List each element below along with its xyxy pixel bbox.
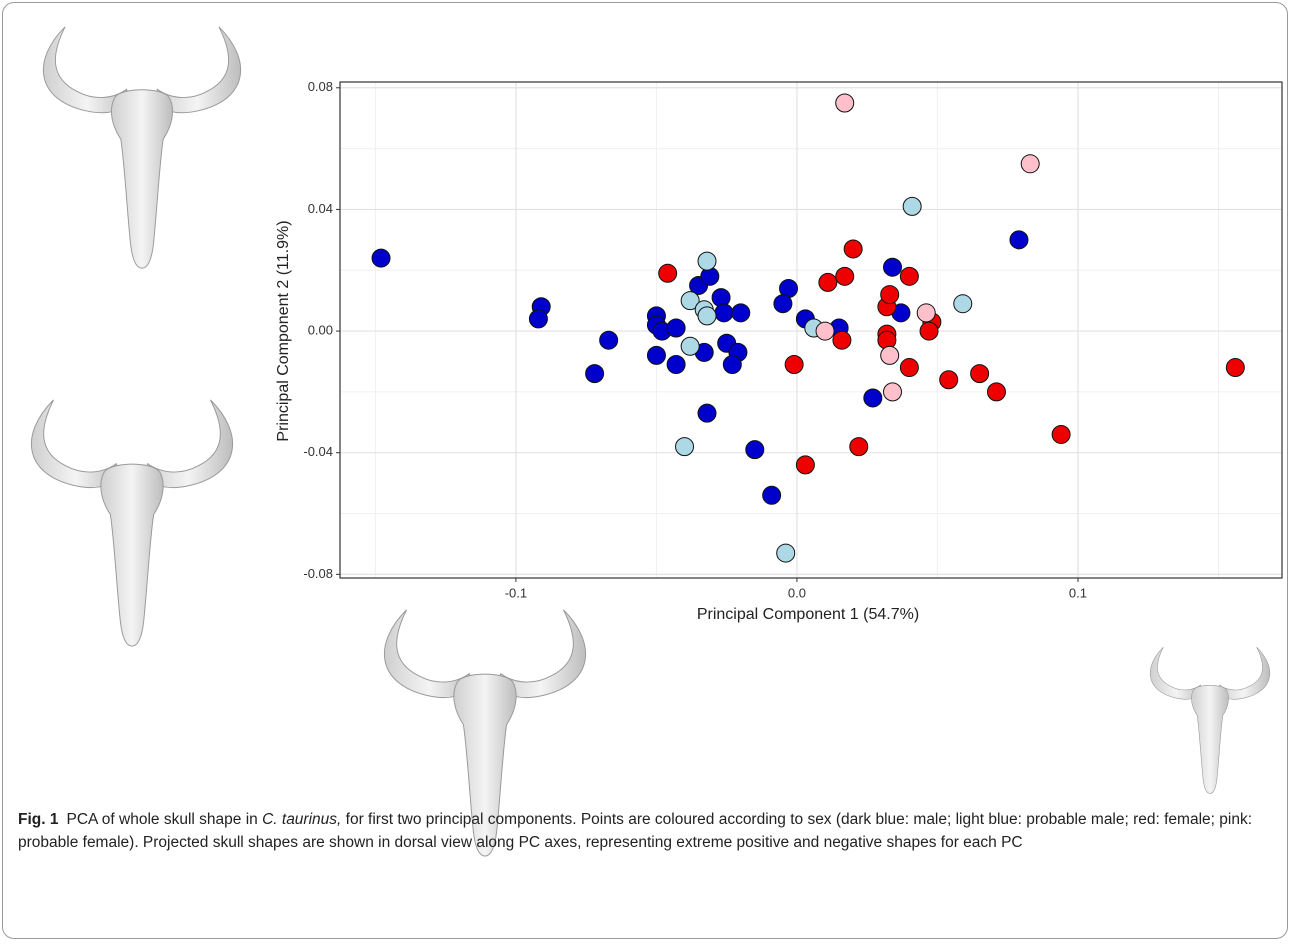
point <box>899 358 919 378</box>
point <box>832 330 852 350</box>
point <box>880 345 900 365</box>
point <box>902 196 922 216</box>
caption-species: C. taurinus, <box>262 811 342 828</box>
x-axis-label: Principal Component 1 (54.7%) <box>697 606 919 623</box>
skull-image <box>30 399 234 647</box>
point <box>697 403 717 423</box>
point <box>849 437 869 457</box>
point <box>882 382 902 402</box>
point <box>835 266 855 286</box>
point <box>714 303 734 323</box>
point <box>919 321 939 341</box>
point <box>784 355 804 375</box>
y-tick-label: 0.04 <box>308 201 333 216</box>
point <box>818 272 838 292</box>
y-tick-label: -0.08 <box>303 566 333 581</box>
caption-label: Fig. 1 <box>18 811 59 828</box>
caption: Fig. 1 PCA of whole skull shape in C. tau… <box>18 808 1273 854</box>
point <box>1225 358 1245 378</box>
point <box>599 330 619 350</box>
point <box>680 291 700 311</box>
point <box>371 248 391 268</box>
point <box>697 306 717 326</box>
caption-text: PCA of whole skull shape in <box>66 811 258 828</box>
point <box>880 285 900 305</box>
point <box>795 455 815 475</box>
point <box>953 294 973 314</box>
point <box>722 355 742 375</box>
plot-area: -0.1 0.0 0.1 -0.08 -0.04 0.00 0.04 0.08 <box>303 79 1283 600</box>
point <box>675 437 695 457</box>
point <box>939 370 959 390</box>
x-tick-label: -0.1 <box>505 585 527 600</box>
point <box>773 294 793 314</box>
x-tick-label: 0.1 <box>1069 585 1087 600</box>
y-tick-label: 0.00 <box>308 323 333 338</box>
point <box>680 336 700 356</box>
point <box>815 321 835 341</box>
point <box>731 303 751 323</box>
point <box>863 388 883 408</box>
point <box>762 485 782 505</box>
point <box>658 263 678 283</box>
point <box>697 251 717 271</box>
point <box>835 93 855 113</box>
point <box>1009 230 1029 250</box>
plot-border <box>339 81 1283 579</box>
point <box>585 364 605 384</box>
caption-text: for first two principal components. Poin… <box>18 811 1253 851</box>
y-tick-label: -0.04 <box>303 444 333 459</box>
point <box>745 440 765 460</box>
point <box>1051 424 1071 444</box>
point <box>843 239 863 259</box>
point <box>666 318 686 338</box>
y-axis-label: Principal Component 2 (11.9%) <box>275 220 292 441</box>
point <box>666 355 686 375</box>
x-tick-label: 0.0 <box>788 585 806 600</box>
point <box>986 382 1006 402</box>
point <box>528 309 548 329</box>
skull-image <box>1149 646 1271 794</box>
point <box>970 364 990 384</box>
point <box>899 266 919 286</box>
point <box>916 303 936 323</box>
point <box>882 257 902 277</box>
point <box>776 543 796 563</box>
skull-image <box>42 26 242 269</box>
point <box>1020 154 1040 174</box>
point <box>646 345 666 365</box>
y-tick-label: 0.08 <box>308 79 333 94</box>
